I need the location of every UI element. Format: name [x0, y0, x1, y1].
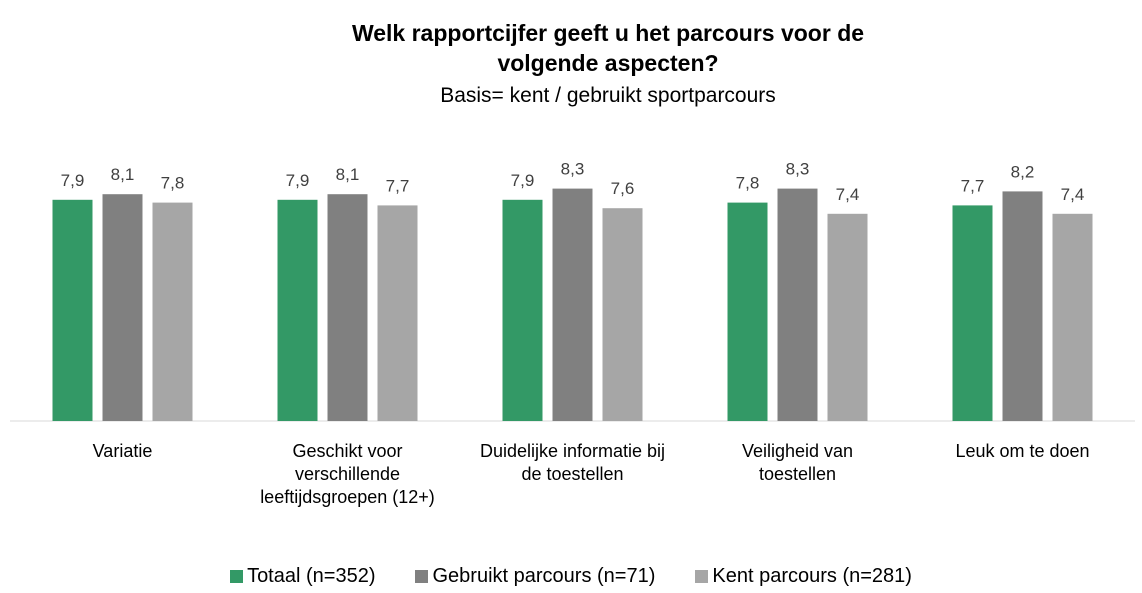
bar	[777, 188, 818, 421]
legend-item: Gebruikt parcours (n=71)	[415, 565, 655, 588]
legend-swatch	[415, 570, 429, 583]
bar	[277, 199, 318, 421]
bar	[727, 202, 768, 421]
bar	[52, 199, 93, 421]
bar	[377, 205, 418, 421]
value-label: 7,4	[836, 185, 860, 204]
x-tick-label: Leuk om te doen	[955, 441, 1090, 461]
value-label: 7,7	[961, 176, 985, 195]
value-label: 7,8	[736, 174, 760, 193]
value-label: 8,1	[336, 165, 360, 184]
bar	[1052, 213, 1093, 421]
legend: Totaal (n=352) Gebruikt parcours (n=71) Ke…	[0, 565, 1142, 588]
bar	[827, 213, 868, 421]
bar	[502, 199, 543, 421]
value-label: 7,9	[61, 171, 85, 190]
chart-title: Welk rapportcijfer geeft u het parcours …	[351, 20, 865, 76]
legend-item: Totaal (n=352)	[230, 565, 375, 588]
value-label: 8,1	[111, 165, 135, 184]
x-tick-label: Variatie	[92, 441, 153, 461]
bar	[102, 194, 143, 421]
legend-swatch	[695, 570, 709, 583]
bar	[552, 188, 593, 421]
bar	[952, 205, 993, 421]
legend-swatch	[230, 570, 244, 583]
legend-label: Gebruikt parcours (n=71)	[432, 565, 656, 587]
value-label: 7,4	[1061, 185, 1085, 204]
value-label: 8,3	[786, 160, 810, 179]
chart-subtitle: Basis= kent / gebruikt sportparcours	[440, 84, 776, 107]
value-label: 7,9	[511, 171, 535, 190]
bar	[602, 208, 643, 421]
bar	[152, 202, 193, 421]
legend-label: Kent parcours (n=281)	[712, 565, 912, 587]
x-tick-label: Geschikt voor verschillende leeftijdsgro…	[260, 441, 435, 507]
legend-item: Kent parcours (n=281)	[695, 565, 912, 588]
value-label: 7,9	[286, 171, 310, 190]
x-tick-label: Veiligheid van toestellen	[741, 441, 854, 484]
x-tick-label: Duidelijke informatie bij de toestellen	[479, 441, 666, 484]
value-label: 7,8	[161, 174, 185, 193]
bar	[1002, 191, 1043, 421]
legend-label: Totaal (n=352)	[247, 565, 376, 587]
value-label: 8,2	[1011, 162, 1035, 181]
value-label: 7,7	[386, 176, 410, 195]
value-label: 8,3	[561, 160, 585, 179]
bar	[327, 194, 368, 421]
value-label: 7,6	[611, 179, 635, 198]
